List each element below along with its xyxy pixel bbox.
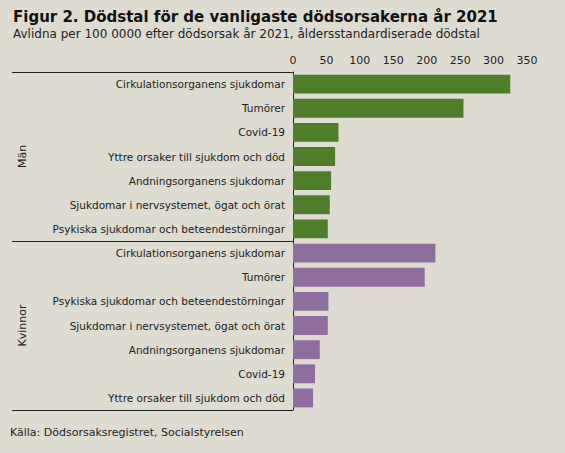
svg-text:Psykiska sjukdomar och beteend: Psykiska sjukdomar och beteendestörninga… <box>53 295 286 307</box>
svg-text:Sjukdomar i nervsystemet, ögat: Sjukdomar i nervsystemet, ögat och örat <box>70 320 285 332</box>
svg-text:100: 100 <box>349 54 370 67</box>
svg-text:Covid-19: Covid-19 <box>238 126 285 138</box>
svg-text:Figur 2. Dödstal för de vanlig: Figur 2. Dödstal för de vanligaste dödso… <box>13 8 498 26</box>
svg-text:Män: Män <box>16 145 29 168</box>
svg-text:Cirkulationsorganens sjukdomar: Cirkulationsorganens sjukdomar <box>116 247 286 259</box>
svg-text:Sjukdomar i nervsystemet, ögat: Sjukdomar i nervsystemet, ögat och örat <box>70 199 285 211</box>
svg-text:0: 0 <box>290 54 297 67</box>
svg-text:Tumörer: Tumörer <box>241 102 286 114</box>
svg-text:Avlidna per 100 0000 efter död: Avlidna per 100 0000 efter dödsorsak år … <box>13 27 480 41</box>
svg-text:300: 300 <box>483 54 504 67</box>
svg-text:Yttre orsaker till sjukdom och: Yttre orsaker till sjukdom och död <box>107 392 285 404</box>
svg-text:Covid-19: Covid-19 <box>238 368 285 380</box>
svg-text:350: 350 <box>517 54 538 67</box>
svg-text:Kvinnor: Kvinnor <box>16 304 29 346</box>
svg-text:Källa: Dödsorsaksregistret, So: Källa: Dödsorsaksregistret, Socialstyrel… <box>10 426 244 439</box>
svg-text:Psykiska sjukdomar och beteend: Psykiska sjukdomar och beteendestörninga… <box>53 223 286 235</box>
svg-text:Tumörer: Tumörer <box>241 271 286 283</box>
svg-text:Andningsorganens sjukdomar: Andningsorganens sjukdomar <box>129 344 286 356</box>
svg-text:Yttre orsaker till sjukdom och: Yttre orsaker till sjukdom och död <box>107 151 285 163</box>
svg-text:150: 150 <box>383 54 404 67</box>
svg-text:Cirkulationsorganens sjukdomar: Cirkulationsorganens sjukdomar <box>116 78 286 90</box>
svg-text:250: 250 <box>450 54 471 67</box>
svg-text:Andningsorganens sjukdomar: Andningsorganens sjukdomar <box>129 175 286 187</box>
svg-text:200: 200 <box>416 54 437 67</box>
svg-text:50: 50 <box>319 54 333 67</box>
